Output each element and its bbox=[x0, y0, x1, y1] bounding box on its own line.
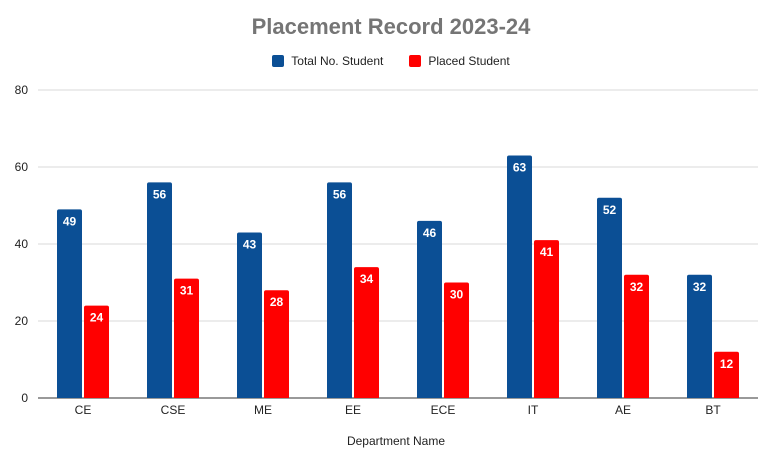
x-tick-label-ece: ECE bbox=[431, 403, 456, 417]
bar-placed-ae[interactable] bbox=[624, 274, 649, 398]
legend-label-placed: Placed Student bbox=[428, 54, 510, 68]
bar-total-ce[interactable] bbox=[57, 209, 82, 398]
data-label-placed-me: 28 bbox=[270, 295, 284, 309]
legend-label-total: Total No. Student bbox=[291, 54, 384, 68]
data-label-total-it: 63 bbox=[513, 160, 527, 174]
bar-placed-ce[interactable] bbox=[84, 305, 109, 398]
gridlines bbox=[38, 89, 758, 399]
y-tick-label-60: 60 bbox=[15, 160, 29, 174]
legend: Total No. Student Placed Student bbox=[0, 54, 782, 68]
data-label-total-bt: 32 bbox=[693, 280, 707, 294]
legend-item-placed[interactable]: Placed Student bbox=[409, 54, 510, 68]
data-label-total-ce: 49 bbox=[63, 214, 77, 228]
bar-total-ece[interactable] bbox=[417, 220, 442, 398]
data-label-placed-bt: 12 bbox=[720, 357, 734, 371]
x-tick-label-ce: CE bbox=[75, 403, 92, 417]
x-tick-label-bt: BT bbox=[705, 403, 721, 417]
data-label-placed-ece: 30 bbox=[450, 288, 464, 302]
bar-total-ae[interactable] bbox=[597, 197, 622, 398]
legend-item-total[interactable]: Total No. Student bbox=[272, 54, 383, 68]
data-label-total-ece: 46 bbox=[423, 226, 437, 240]
bar-total-me[interactable] bbox=[237, 232, 262, 398]
bar-total-ee[interactable] bbox=[327, 182, 352, 398]
y-tick-label-20: 20 bbox=[15, 314, 29, 328]
x-axis-ticks: CE CSE ME EE ECE IT AE BT bbox=[75, 403, 722, 417]
bar-placed-it[interactable] bbox=[534, 240, 559, 398]
x-tick-label-it: IT bbox=[528, 403, 539, 417]
bar-placed-ee[interactable] bbox=[354, 267, 379, 398]
data-label-total-ee: 56 bbox=[333, 187, 347, 201]
bars: 49 24 56 31 43 28 56 34 46 30 63 41 52 32 32 12 bbox=[57, 155, 739, 398]
chart-title: Placement Record 2023-24 bbox=[251, 14, 531, 39]
data-label-placed-ee: 34 bbox=[360, 272, 374, 286]
x-tick-label-ee: EE bbox=[345, 403, 361, 417]
x-tick-label-me: ME bbox=[254, 403, 272, 417]
data-label-placed-it: 41 bbox=[540, 245, 554, 259]
data-label-placed-cse: 31 bbox=[180, 284, 194, 298]
x-tick-label-cse: CSE bbox=[161, 403, 186, 417]
data-label-placed-ce: 24 bbox=[90, 311, 104, 325]
bar-placed-me[interactable] bbox=[264, 290, 289, 398]
bar-placed-bt[interactable] bbox=[714, 351, 739, 398]
bar-total-cse[interactable] bbox=[147, 182, 172, 398]
y-tick-label-40: 40 bbox=[15, 237, 29, 251]
y-tick-label-0: 0 bbox=[21, 391, 28, 405]
bar-total-bt[interactable] bbox=[687, 274, 712, 398]
y-tick-label-80: 80 bbox=[15, 83, 29, 97]
bar-placed-ece[interactable] bbox=[444, 282, 469, 399]
legend-swatch-placed bbox=[409, 55, 422, 67]
x-tick-label-ae: AE bbox=[615, 403, 631, 417]
data-label-total-ae: 52 bbox=[603, 203, 617, 217]
bar-total-it[interactable] bbox=[507, 155, 532, 398]
bar-placed-cse[interactable] bbox=[174, 278, 199, 398]
data-label-placed-ae: 32 bbox=[630, 280, 644, 294]
x-axis-title: Department Name bbox=[347, 434, 445, 448]
y-axis-ticks: 0 20 40 60 80 bbox=[15, 83, 29, 405]
data-label-total-cse: 56 bbox=[153, 187, 167, 201]
data-label-total-me: 43 bbox=[243, 237, 257, 251]
legend-swatch-total bbox=[272, 55, 285, 67]
